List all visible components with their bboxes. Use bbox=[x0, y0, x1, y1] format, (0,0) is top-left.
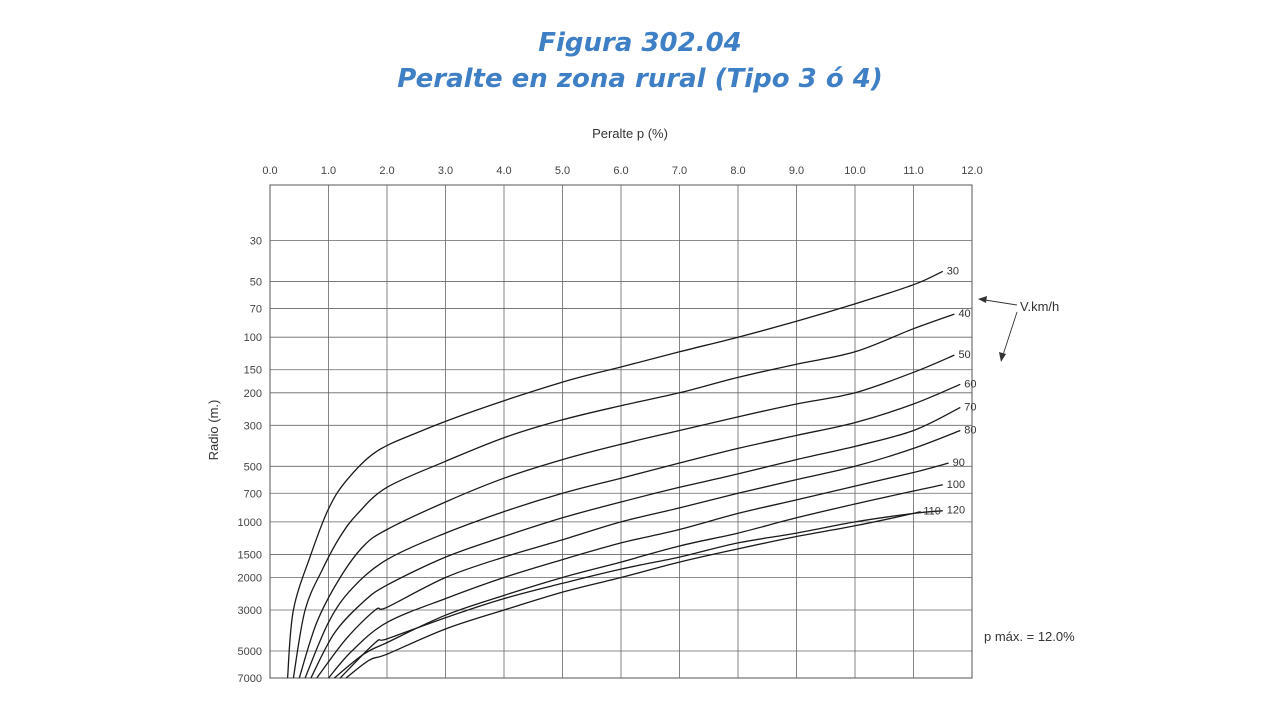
series-line-80 bbox=[316, 429, 961, 679]
x-tick-label: 10.0 bbox=[844, 165, 865, 177]
series-line-50 bbox=[298, 354, 955, 679]
figure-title: Peralte en zona rural (Tipo 3 ó 4) bbox=[397, 64, 883, 94]
series-label-120: 120 bbox=[947, 505, 965, 517]
speed-legend-arrow-2 bbox=[1002, 311, 1018, 356]
y-tick-label: 500 bbox=[244, 461, 262, 473]
y-tick-label: 200 bbox=[244, 388, 262, 400]
y-tick-label: 50 bbox=[250, 277, 262, 289]
y-tick-label: 1000 bbox=[238, 517, 262, 529]
series-label-40: 40 bbox=[958, 308, 970, 320]
x-tick-label: 4.0 bbox=[496, 165, 511, 177]
series-line-110 bbox=[345, 510, 921, 679]
speed-legend-arrowhead-2 bbox=[999, 352, 1006, 362]
series-line-90 bbox=[328, 462, 949, 679]
x-tick-label: 11.0 bbox=[903, 165, 924, 177]
series-line-70 bbox=[310, 406, 961, 679]
x-tick-label: 6.0 bbox=[613, 165, 628, 177]
y-tick-label: 3000 bbox=[238, 605, 262, 617]
y-tick-label: 7000 bbox=[238, 673, 262, 685]
speed-legend-arrow-1 bbox=[984, 299, 1018, 306]
x-tick-labels: 0.0 1.0 2.0 3.0 4.0 5.0 6.0 7.0 8.0 9.0 10.0 11.0 12… bbox=[262, 165, 982, 177]
series-label-50: 50 bbox=[958, 349, 970, 361]
x-tick-label: 0.0 bbox=[262, 165, 277, 177]
y-tick-label: 1500 bbox=[238, 549, 262, 561]
x-tick-label: 12.0 bbox=[961, 165, 982, 177]
x-tick-label: 5.0 bbox=[555, 165, 570, 177]
y-tick-label: 100 bbox=[244, 332, 262, 344]
series-label-110: 110 bbox=[923, 506, 941, 518]
y-tick-label: 30 bbox=[250, 236, 262, 248]
series-label-70: 70 bbox=[964, 401, 976, 413]
x-tick-label: 7.0 bbox=[672, 165, 687, 177]
y-tick-labels: 30 50 70 100 150 200 300 500 700 1000 1500 2000 3000… bbox=[238, 236, 262, 685]
x-tick-label: 9.0 bbox=[789, 165, 804, 177]
y-axis-label: Radio (m.) bbox=[206, 400, 221, 461]
series-line-30 bbox=[286, 270, 944, 679]
series-label-90: 90 bbox=[953, 457, 965, 469]
y-tick-label: 300 bbox=[244, 420, 262, 432]
x-tick-label: 3.0 bbox=[438, 165, 453, 177]
chart-grid bbox=[269, 184, 973, 679]
max-superelevation-note: p máx. = 12.0% bbox=[984, 629, 1075, 644]
series-labels: 30 40 50 60 70 80 90 100 110 120 bbox=[923, 265, 976, 517]
figure-number: Figura 302.04 bbox=[538, 28, 742, 58]
speed-legend-arrowhead-1 bbox=[978, 296, 987, 303]
y-tick-label: 5000 bbox=[238, 646, 262, 658]
series-label-60: 60 bbox=[964, 378, 976, 390]
series-line-100 bbox=[333, 484, 943, 679]
series-lines bbox=[286, 270, 961, 679]
y-tick-label: 700 bbox=[244, 488, 262, 500]
series-label-100: 100 bbox=[947, 479, 965, 491]
y-tick-label: 70 bbox=[250, 304, 262, 316]
series-line-60 bbox=[304, 383, 961, 679]
speed-legend-label: V.km/h bbox=[1020, 299, 1059, 314]
speed-legend: V.km/h bbox=[978, 296, 1059, 362]
y-tick-label: 2000 bbox=[238, 573, 262, 585]
x-tick-label: 1.0 bbox=[321, 165, 336, 177]
x-axis-label: Peralte p (%) bbox=[592, 126, 668, 141]
series-line-120 bbox=[339, 510, 943, 679]
y-tick-label: 150 bbox=[244, 365, 262, 377]
series-line-40 bbox=[292, 313, 955, 679]
x-tick-label: 8.0 bbox=[730, 165, 745, 177]
x-tick-label: 2.0 bbox=[379, 165, 394, 177]
series-label-80: 80 bbox=[964, 424, 976, 436]
series-label-30: 30 bbox=[947, 265, 959, 277]
